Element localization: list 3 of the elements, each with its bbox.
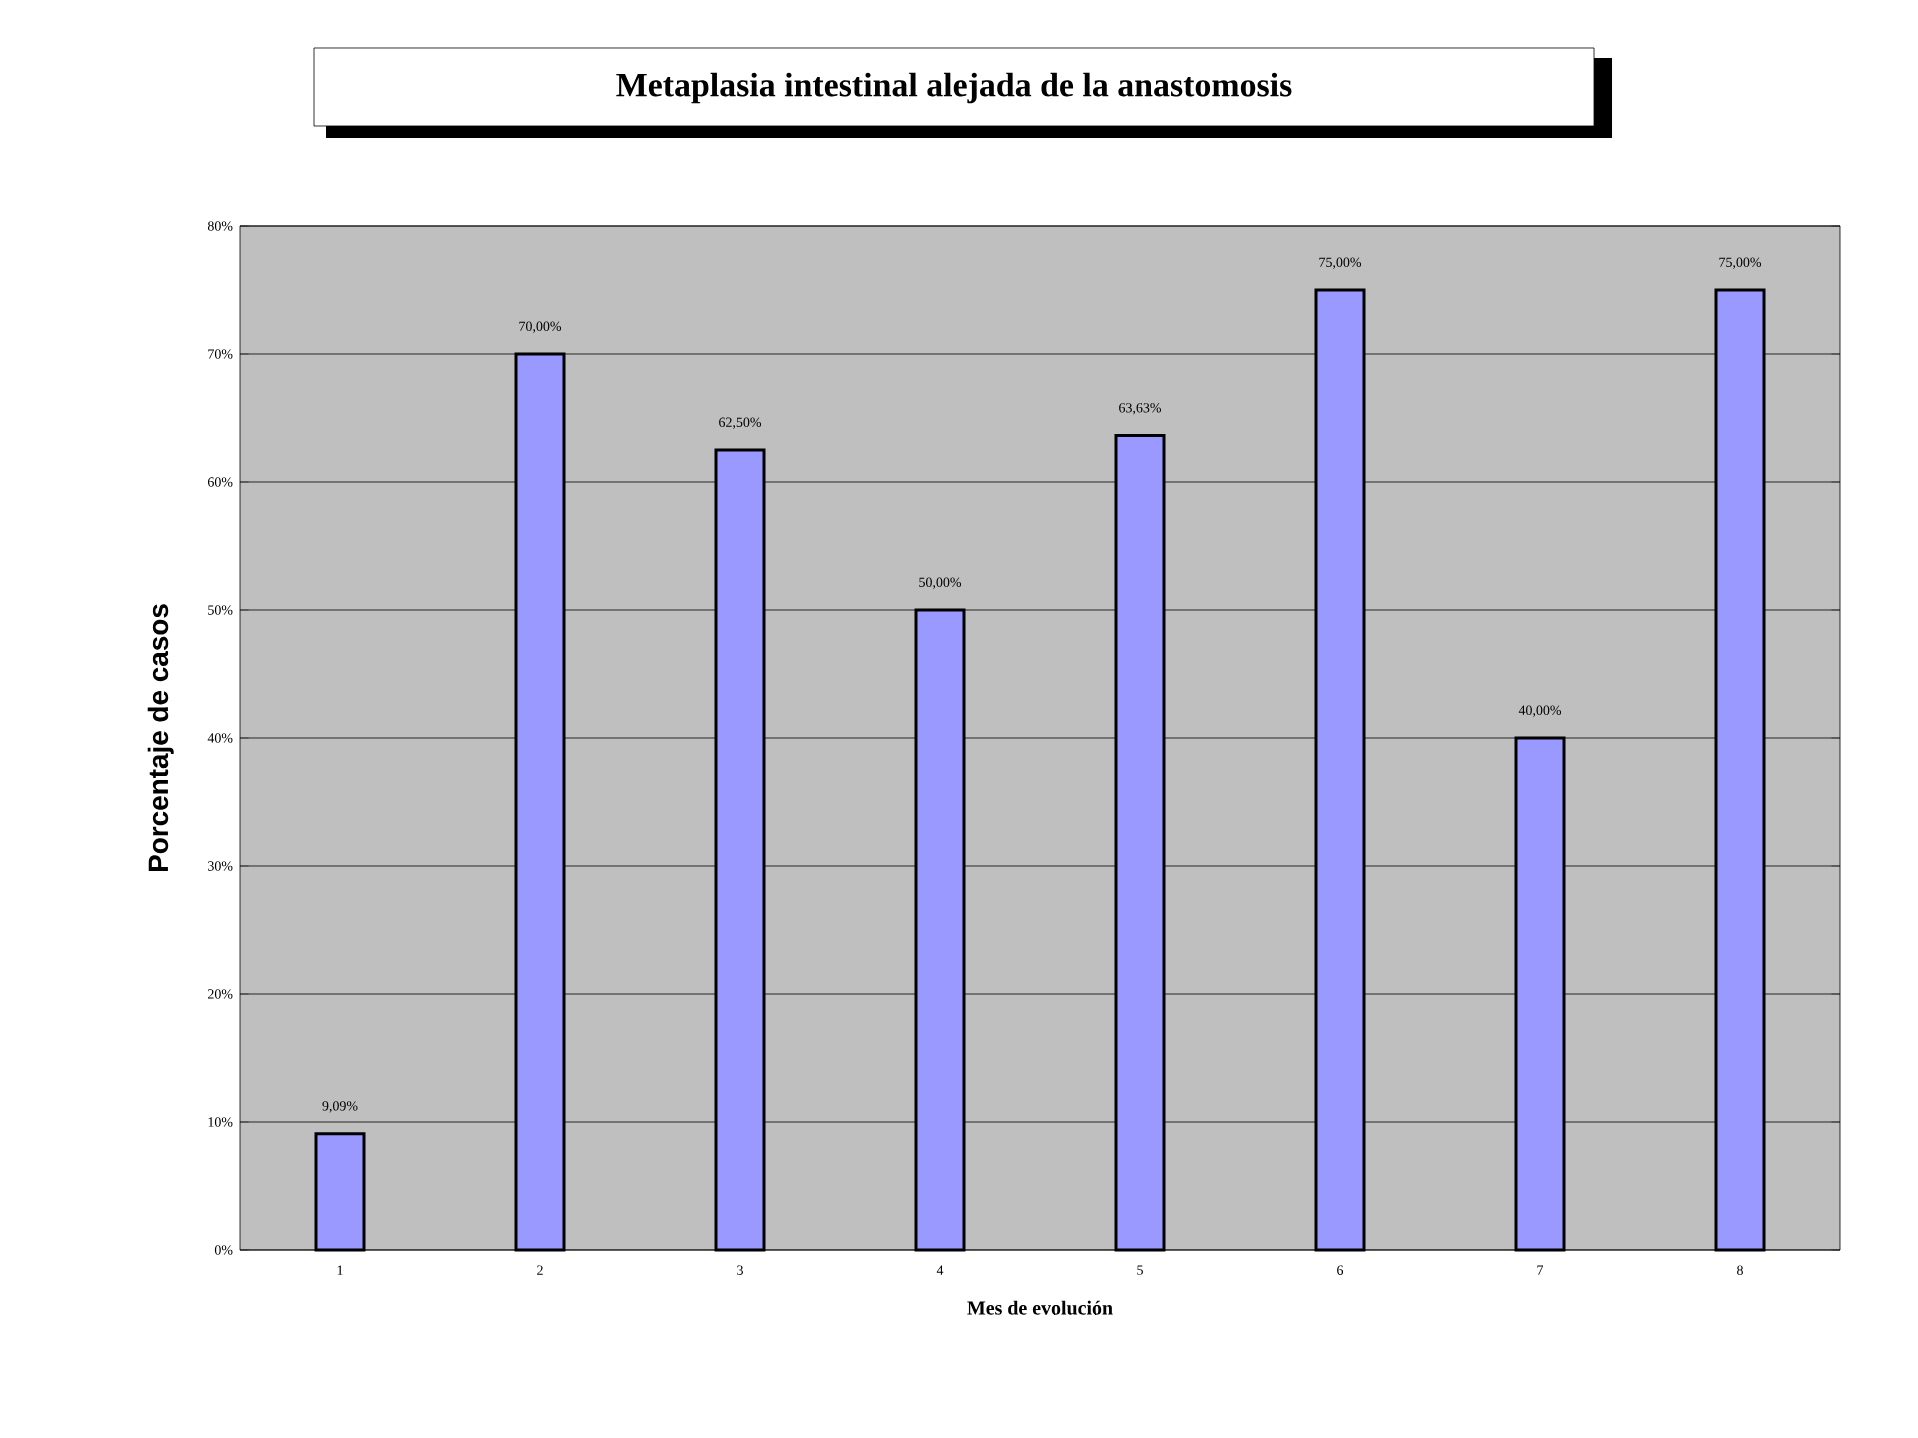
y-axis-title: Porcentaje de casos	[147, 604, 174, 872]
chart-title: Metaplasia intestinal alejada de la anastomosis	[616, 72, 1292, 104]
x-axis-title: Mes de evolución	[967, 1300, 1113, 1315]
